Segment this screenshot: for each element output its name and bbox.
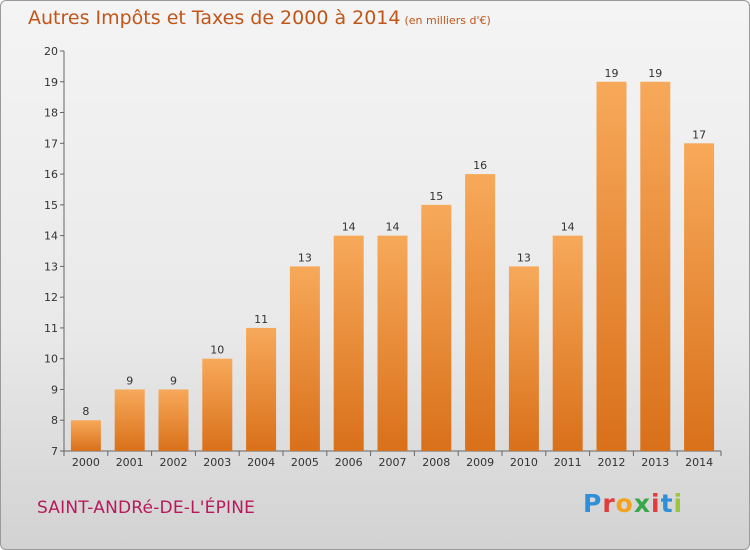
bar-value-label: 9 (126, 374, 133, 387)
x-tick-label: 2002 (160, 456, 188, 469)
x-tick-label: 2010 (510, 456, 538, 469)
bar (684, 143, 715, 452)
value-labels: 8 9 9 10 11 13 14 14 15 16 13 14 19 19 17 (82, 67, 706, 418)
bar (508, 266, 539, 451)
chart-title: Autres Impôts et Taxes de 2000 à 2014 (en… (28, 7, 491, 29)
x-tick-label: 2014 (685, 456, 713, 469)
bar-value-label: 14 (561, 221, 575, 234)
bar (333, 235, 364, 451)
y-tick-label: 17 (44, 137, 58, 150)
bar-value-label: 10 (210, 344, 224, 357)
bar (421, 204, 452, 451)
y-tick-label: 8 (51, 414, 58, 427)
bar (158, 389, 189, 451)
bar (640, 81, 671, 452)
chart-title-unit: (en milliers d'€) (404, 14, 491, 27)
bar-value-label: 16 (473, 159, 487, 172)
commune-name: SAINT-ANDRé-DE-L'ÉPINE (37, 498, 256, 518)
bar-value-label: 11 (254, 313, 268, 326)
y-tick-label: 20 (44, 45, 58, 58)
logo-letter: t (660, 489, 674, 518)
y-tick-label: 12 (44, 291, 58, 304)
logo-letter: i (673, 489, 684, 518)
x-tick-label: 2004 (247, 456, 275, 469)
x-tick-label: 2005 (291, 456, 319, 469)
y-tick-label: 15 (44, 199, 58, 212)
y-tick-label: 14 (44, 230, 58, 243)
y-tick-label: 7 (51, 445, 58, 458)
y-tick-label: 18 (44, 107, 58, 120)
proxiti-logo: Proxiti (583, 489, 683, 518)
x-tick-label: 2006 (335, 456, 363, 469)
bar-value-label: 13 (298, 251, 312, 264)
y-tick-label: 16 (44, 168, 58, 181)
bar (246, 327, 277, 451)
chart-title-text: Autres Impôts et Taxes de 2000 à 2014 (28, 7, 401, 29)
x-tick-label: 2012 (598, 456, 626, 469)
bar (114, 389, 145, 451)
bar (70, 420, 101, 451)
logo-letter: i (651, 489, 661, 518)
bar-value-label: 19 (605, 67, 619, 80)
bar (289, 266, 320, 451)
bar-value-label: 15 (429, 190, 443, 203)
x-tick-label: 2013 (641, 456, 669, 469)
x-axis: 2000 2001 2002 2003 2004 2005 2006 2007 2008 2009… (63, 450, 722, 469)
y-tick-label: 11 (44, 322, 58, 335)
y-tick-label: 19 (44, 76, 58, 89)
bar-value-label: 14 (342, 221, 356, 234)
x-tick-label: 2001 (116, 456, 144, 469)
bar (465, 174, 496, 452)
bar-value-label: 9 (170, 374, 177, 387)
logo-letter: P (583, 489, 603, 518)
y-tick-label: 10 (44, 353, 58, 366)
y-tick-label: 13 (44, 260, 58, 273)
bar (202, 358, 233, 451)
x-tick-label: 2007 (379, 456, 407, 469)
x-tick-label: 2003 (203, 456, 231, 469)
x-tick-label: 2000 (72, 456, 100, 469)
bar-value-label: 19 (648, 67, 662, 80)
bar (596, 81, 627, 452)
y-tick-label: 9 (51, 383, 58, 396)
bar (552, 235, 583, 451)
x-tick-label: 2008 (422, 456, 450, 469)
x-tick-label: 2009 (466, 456, 494, 469)
bars (70, 81, 715, 452)
bar (377, 235, 408, 451)
x-tick-label: 2011 (554, 456, 582, 469)
logo-letter: x (633, 489, 651, 518)
bar-value-label: 14 (386, 221, 400, 234)
bar-value-label: 13 (517, 251, 531, 264)
bar-value-label: 17 (692, 128, 706, 141)
y-axis: 7 8 9 10 11 12 13 14 15 16 17 18 19 20 (44, 45, 65, 458)
logo-letter: r (602, 489, 616, 518)
bar-value-label: 8 (82, 405, 89, 418)
logo-letter: o (615, 489, 634, 518)
